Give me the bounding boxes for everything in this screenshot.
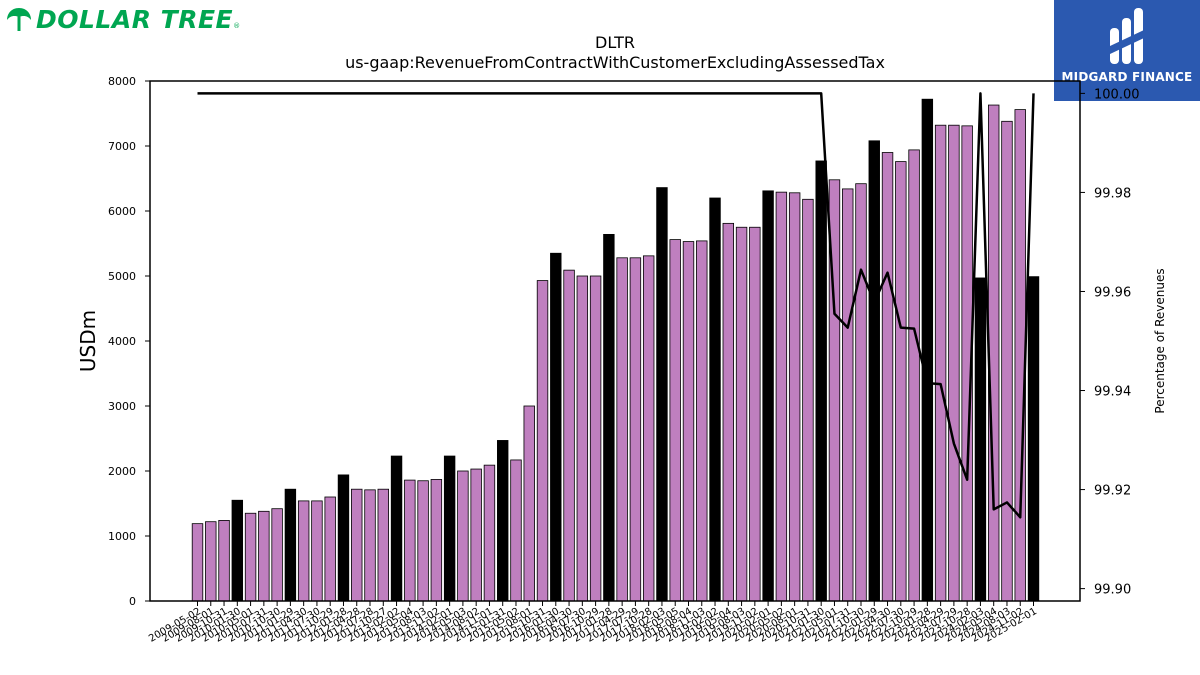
bar <box>974 277 987 602</box>
bar <box>788 192 801 602</box>
y-tick-label: 7000 <box>108 140 136 153</box>
bar <box>868 140 880 602</box>
bar <box>576 275 589 602</box>
bar <box>735 226 748 602</box>
bar <box>271 508 283 602</box>
bar <box>364 489 376 602</box>
midgard-finance-wordmark: MIDGARD FINANCE <box>1061 70 1193 84</box>
y-axis-label: USDm <box>76 310 100 372</box>
bar <box>483 464 496 602</box>
bar <box>510 459 522 602</box>
bar <box>722 222 735 602</box>
y-tick-label: 1000 <box>108 530 136 543</box>
bar <box>642 255 655 602</box>
bar <box>297 500 310 602</box>
y2-axis-label: Percentage of Revenues <box>1153 268 1167 413</box>
y2-tick-label: 99.92 <box>1094 484 1131 499</box>
bar <box>908 149 920 602</box>
bar <box>802 198 814 602</box>
bar <box>881 152 894 602</box>
bar <box>656 187 668 602</box>
bar <box>351 488 363 602</box>
chart-title: DLTR <box>595 33 635 52</box>
tree-icon <box>7 8 31 31</box>
registered-mark: ® <box>233 22 241 30</box>
x-axis: 2009-05-022009-08-012009-10-312010-01-30… <box>147 601 1039 645</box>
bar <box>311 500 323 602</box>
bar <box>895 161 907 602</box>
y-tick-label: 5000 <box>108 270 136 283</box>
bar <box>775 191 788 602</box>
bar <box>934 124 947 602</box>
y2-tick-label: 99.94 <box>1094 385 1131 400</box>
bar <box>457 470 469 602</box>
y-axis-right: 99.90 99.92 99.94 99.96 99.98 100.00 <box>1080 87 1140 598</box>
dollar-tree-wordmark: DOLLAR TREE <box>36 4 234 34</box>
dollar-tree-logo: DOLLAR TREE ® <box>4 4 240 34</box>
bar <box>497 440 509 602</box>
y2-tick-label: 99.96 <box>1094 285 1131 300</box>
y-tick-label: 8000 <box>108 75 136 88</box>
y-tick-label: 3000 <box>108 400 136 413</box>
bar <box>324 496 336 602</box>
bar <box>603 233 615 602</box>
bar <box>921 98 934 602</box>
y-tick-label: 2000 <box>108 465 136 478</box>
bar <box>550 252 562 602</box>
bar <box>629 257 642 602</box>
bar <box>390 455 403 602</box>
bar <box>258 510 270 602</box>
bar <box>523 405 535 602</box>
bar <box>842 188 854 602</box>
bar <box>1027 276 1040 602</box>
y-tick-label: 0 <box>129 595 136 608</box>
chart-subtitle: us-gaap:RevenueFromContractWithCustomerE… <box>345 53 885 72</box>
bar <box>404 479 416 602</box>
bar <box>417 480 429 602</box>
y-tick-label: 6000 <box>108 205 136 218</box>
bar <box>589 275 602 602</box>
bar <box>443 455 456 602</box>
bar <box>563 269 575 602</box>
bar <box>191 523 204 602</box>
bar <box>948 124 960 602</box>
bar <box>682 241 695 602</box>
y-tick-label: 4000 <box>108 335 136 348</box>
y2-tick-label: 100.00 <box>1094 87 1140 102</box>
y2-tick-label: 99.90 <box>1094 583 1131 598</box>
y-axis-left: 0 1000 2000 3000 4000 5000 6000 7000 8000 <box>108 75 150 608</box>
bar <box>709 197 721 602</box>
bar <box>1014 109 1026 602</box>
bar <box>988 104 1000 602</box>
y2-tick-label: 99.98 <box>1094 186 1131 201</box>
bar <box>696 240 708 602</box>
bar <box>284 488 297 602</box>
bar <box>231 499 244 602</box>
midgard-logo-icon <box>1110 8 1144 64</box>
bar <box>1001 120 1013 602</box>
bar <box>536 280 549 602</box>
bar <box>337 474 350 602</box>
bar <box>616 257 628 602</box>
bar <box>377 488 389 602</box>
percentage-line <box>197 92 1035 519</box>
bar <box>244 512 257 602</box>
bar <box>218 520 230 602</box>
midgard-finance-logo: MIDGARD FINANCE <box>1054 0 1200 101</box>
bar-series <box>191 98 1040 602</box>
bar <box>669 239 681 602</box>
bar <box>855 183 867 602</box>
bar <box>205 521 217 602</box>
bar <box>815 160 827 602</box>
bar <box>430 479 443 602</box>
bar <box>762 190 774 602</box>
bar <box>470 468 482 602</box>
percentage-line-series <box>197 92 1035 519</box>
bar <box>749 226 761 602</box>
